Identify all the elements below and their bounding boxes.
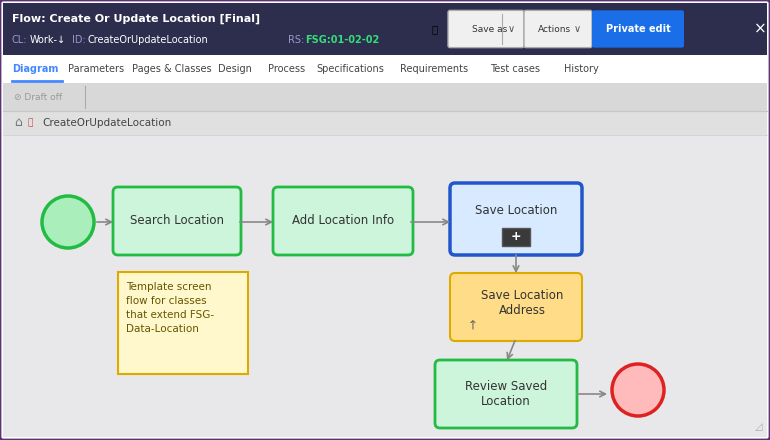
Text: Work-↓: Work-↓ xyxy=(30,36,66,45)
Text: History: History xyxy=(564,64,599,74)
Text: Template screen
flow for classes
that extend FSG-
Data-Location: Template screen flow for classes that ex… xyxy=(126,282,214,334)
Text: Review Saved
Location: Review Saved Location xyxy=(465,380,547,408)
FancyBboxPatch shape xyxy=(273,187,413,255)
Text: ∨: ∨ xyxy=(507,24,515,34)
Bar xyxy=(3,55,767,83)
Text: ◿: ◿ xyxy=(755,422,762,432)
FancyBboxPatch shape xyxy=(448,11,524,48)
Text: Add Location Info: Add Location Info xyxy=(292,214,394,227)
FancyBboxPatch shape xyxy=(450,183,582,255)
Circle shape xyxy=(42,196,94,248)
Text: ⌂: ⌂ xyxy=(14,117,22,129)
Text: Flow: Create Or Update Location [Final]: Flow: Create Or Update Location [Final] xyxy=(12,14,260,24)
Text: ⊘ Draft off: ⊘ Draft off xyxy=(14,92,62,102)
Text: Diagram: Diagram xyxy=(12,64,59,74)
Text: ∨: ∨ xyxy=(574,24,581,34)
Bar xyxy=(3,111,767,135)
Bar xyxy=(3,3,767,55)
Text: +: + xyxy=(511,231,521,243)
Text: Search Location: Search Location xyxy=(130,214,224,227)
Text: ID:: ID: xyxy=(72,36,85,45)
Bar xyxy=(118,272,248,374)
FancyBboxPatch shape xyxy=(524,11,592,48)
Circle shape xyxy=(612,364,664,416)
FancyBboxPatch shape xyxy=(450,273,582,341)
Text: ×: × xyxy=(754,22,766,37)
Text: Save as: Save as xyxy=(472,25,507,33)
Text: Design: Design xyxy=(218,64,252,74)
Text: 🔒: 🔒 xyxy=(432,24,438,34)
Text: 🔒: 🔒 xyxy=(28,118,33,128)
Text: ↗: ↗ xyxy=(465,315,481,332)
Bar xyxy=(502,228,530,246)
Text: Pages & Classes: Pages & Classes xyxy=(132,64,212,74)
Text: Specifications: Specifications xyxy=(316,64,384,74)
Text: Parameters: Parameters xyxy=(68,64,124,74)
FancyBboxPatch shape xyxy=(113,187,241,255)
Text: FSG:01-02-02: FSG:01-02-02 xyxy=(305,36,380,45)
Text: CreateOrUpdateLocation: CreateOrUpdateLocation xyxy=(88,36,209,45)
Bar xyxy=(3,83,767,111)
Text: Requirements: Requirements xyxy=(400,64,468,74)
Text: Test cases: Test cases xyxy=(490,64,540,74)
Text: Save Location
Address: Save Location Address xyxy=(480,289,563,317)
Text: Process: Process xyxy=(268,64,305,74)
Bar xyxy=(3,135,767,437)
FancyBboxPatch shape xyxy=(592,11,684,48)
Text: RS:: RS: xyxy=(288,36,304,45)
FancyBboxPatch shape xyxy=(435,360,577,428)
Text: Save Location: Save Location xyxy=(475,205,557,217)
Text: Actions: Actions xyxy=(538,25,571,33)
Text: CreateOrUpdateLocation: CreateOrUpdateLocation xyxy=(42,118,171,128)
Text: CL:: CL: xyxy=(12,36,28,45)
Text: Private edit: Private edit xyxy=(606,24,671,34)
